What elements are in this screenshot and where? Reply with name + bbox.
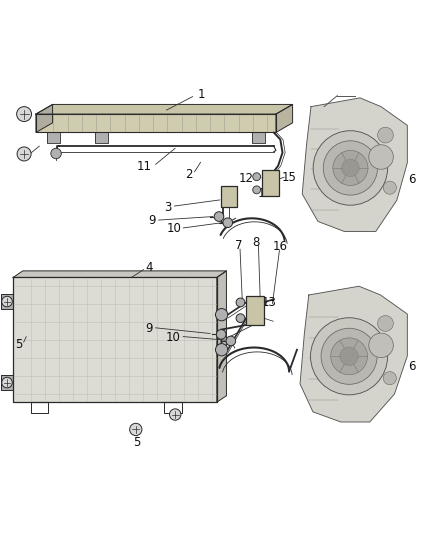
Circle shape [51, 148, 61, 159]
Text: 11: 11 [137, 160, 152, 173]
Circle shape [383, 372, 396, 385]
Circle shape [17, 147, 31, 161]
Circle shape [378, 316, 393, 332]
Circle shape [170, 409, 181, 420]
Polygon shape [13, 278, 217, 402]
Circle shape [214, 212, 224, 221]
Circle shape [236, 298, 245, 307]
Bar [221, 186, 237, 207]
Text: 6: 6 [408, 173, 416, 186]
Circle shape [130, 423, 142, 435]
Text: 6: 6 [408, 360, 416, 373]
Text: 7: 7 [234, 239, 242, 253]
Polygon shape [47, 133, 60, 143]
Circle shape [2, 296, 12, 307]
Text: 9: 9 [145, 322, 153, 335]
Polygon shape [13, 271, 226, 278]
Text: 10: 10 [167, 222, 182, 236]
Text: 1: 1 [198, 88, 205, 101]
Circle shape [321, 328, 377, 384]
Circle shape [215, 309, 228, 321]
Circle shape [342, 159, 359, 177]
Polygon shape [1, 375, 13, 391]
Circle shape [253, 173, 261, 181]
Polygon shape [36, 104, 293, 114]
Polygon shape [1, 294, 13, 310]
Polygon shape [95, 133, 108, 143]
Text: 13: 13 [258, 187, 272, 200]
Polygon shape [36, 114, 276, 133]
Circle shape [323, 141, 378, 195]
Circle shape [226, 336, 236, 346]
Text: 15: 15 [282, 171, 297, 184]
Polygon shape [36, 104, 53, 133]
Text: 12: 12 [239, 172, 254, 185]
Circle shape [236, 314, 245, 322]
Polygon shape [252, 133, 265, 143]
Circle shape [313, 131, 388, 205]
Text: 5: 5 [15, 338, 22, 351]
Text: 8: 8 [253, 236, 260, 249]
Circle shape [369, 145, 393, 169]
Circle shape [369, 333, 393, 358]
Polygon shape [217, 271, 226, 402]
Circle shape [311, 318, 388, 395]
Text: 3: 3 [164, 201, 171, 214]
Text: 9: 9 [148, 214, 156, 227]
Circle shape [383, 181, 396, 194]
Circle shape [17, 107, 32, 122]
Text: 2: 2 [20, 150, 28, 163]
Text: 10: 10 [166, 331, 181, 344]
Circle shape [333, 150, 368, 185]
Text: 5: 5 [134, 436, 141, 449]
Circle shape [215, 344, 228, 356]
Bar [262, 170, 279, 197]
Polygon shape [300, 286, 407, 422]
Text: 4: 4 [145, 261, 153, 274]
Polygon shape [302, 98, 407, 231]
Circle shape [331, 338, 367, 375]
Circle shape [378, 127, 393, 143]
Circle shape [253, 186, 261, 194]
Polygon shape [276, 104, 293, 133]
Circle shape [223, 218, 233, 228]
Text: 16: 16 [273, 240, 288, 253]
Circle shape [216, 329, 226, 339]
Bar [246, 296, 264, 325]
Circle shape [2, 377, 12, 388]
Text: 13: 13 [261, 296, 276, 309]
Text: 2: 2 [185, 168, 193, 181]
Circle shape [340, 347, 358, 366]
